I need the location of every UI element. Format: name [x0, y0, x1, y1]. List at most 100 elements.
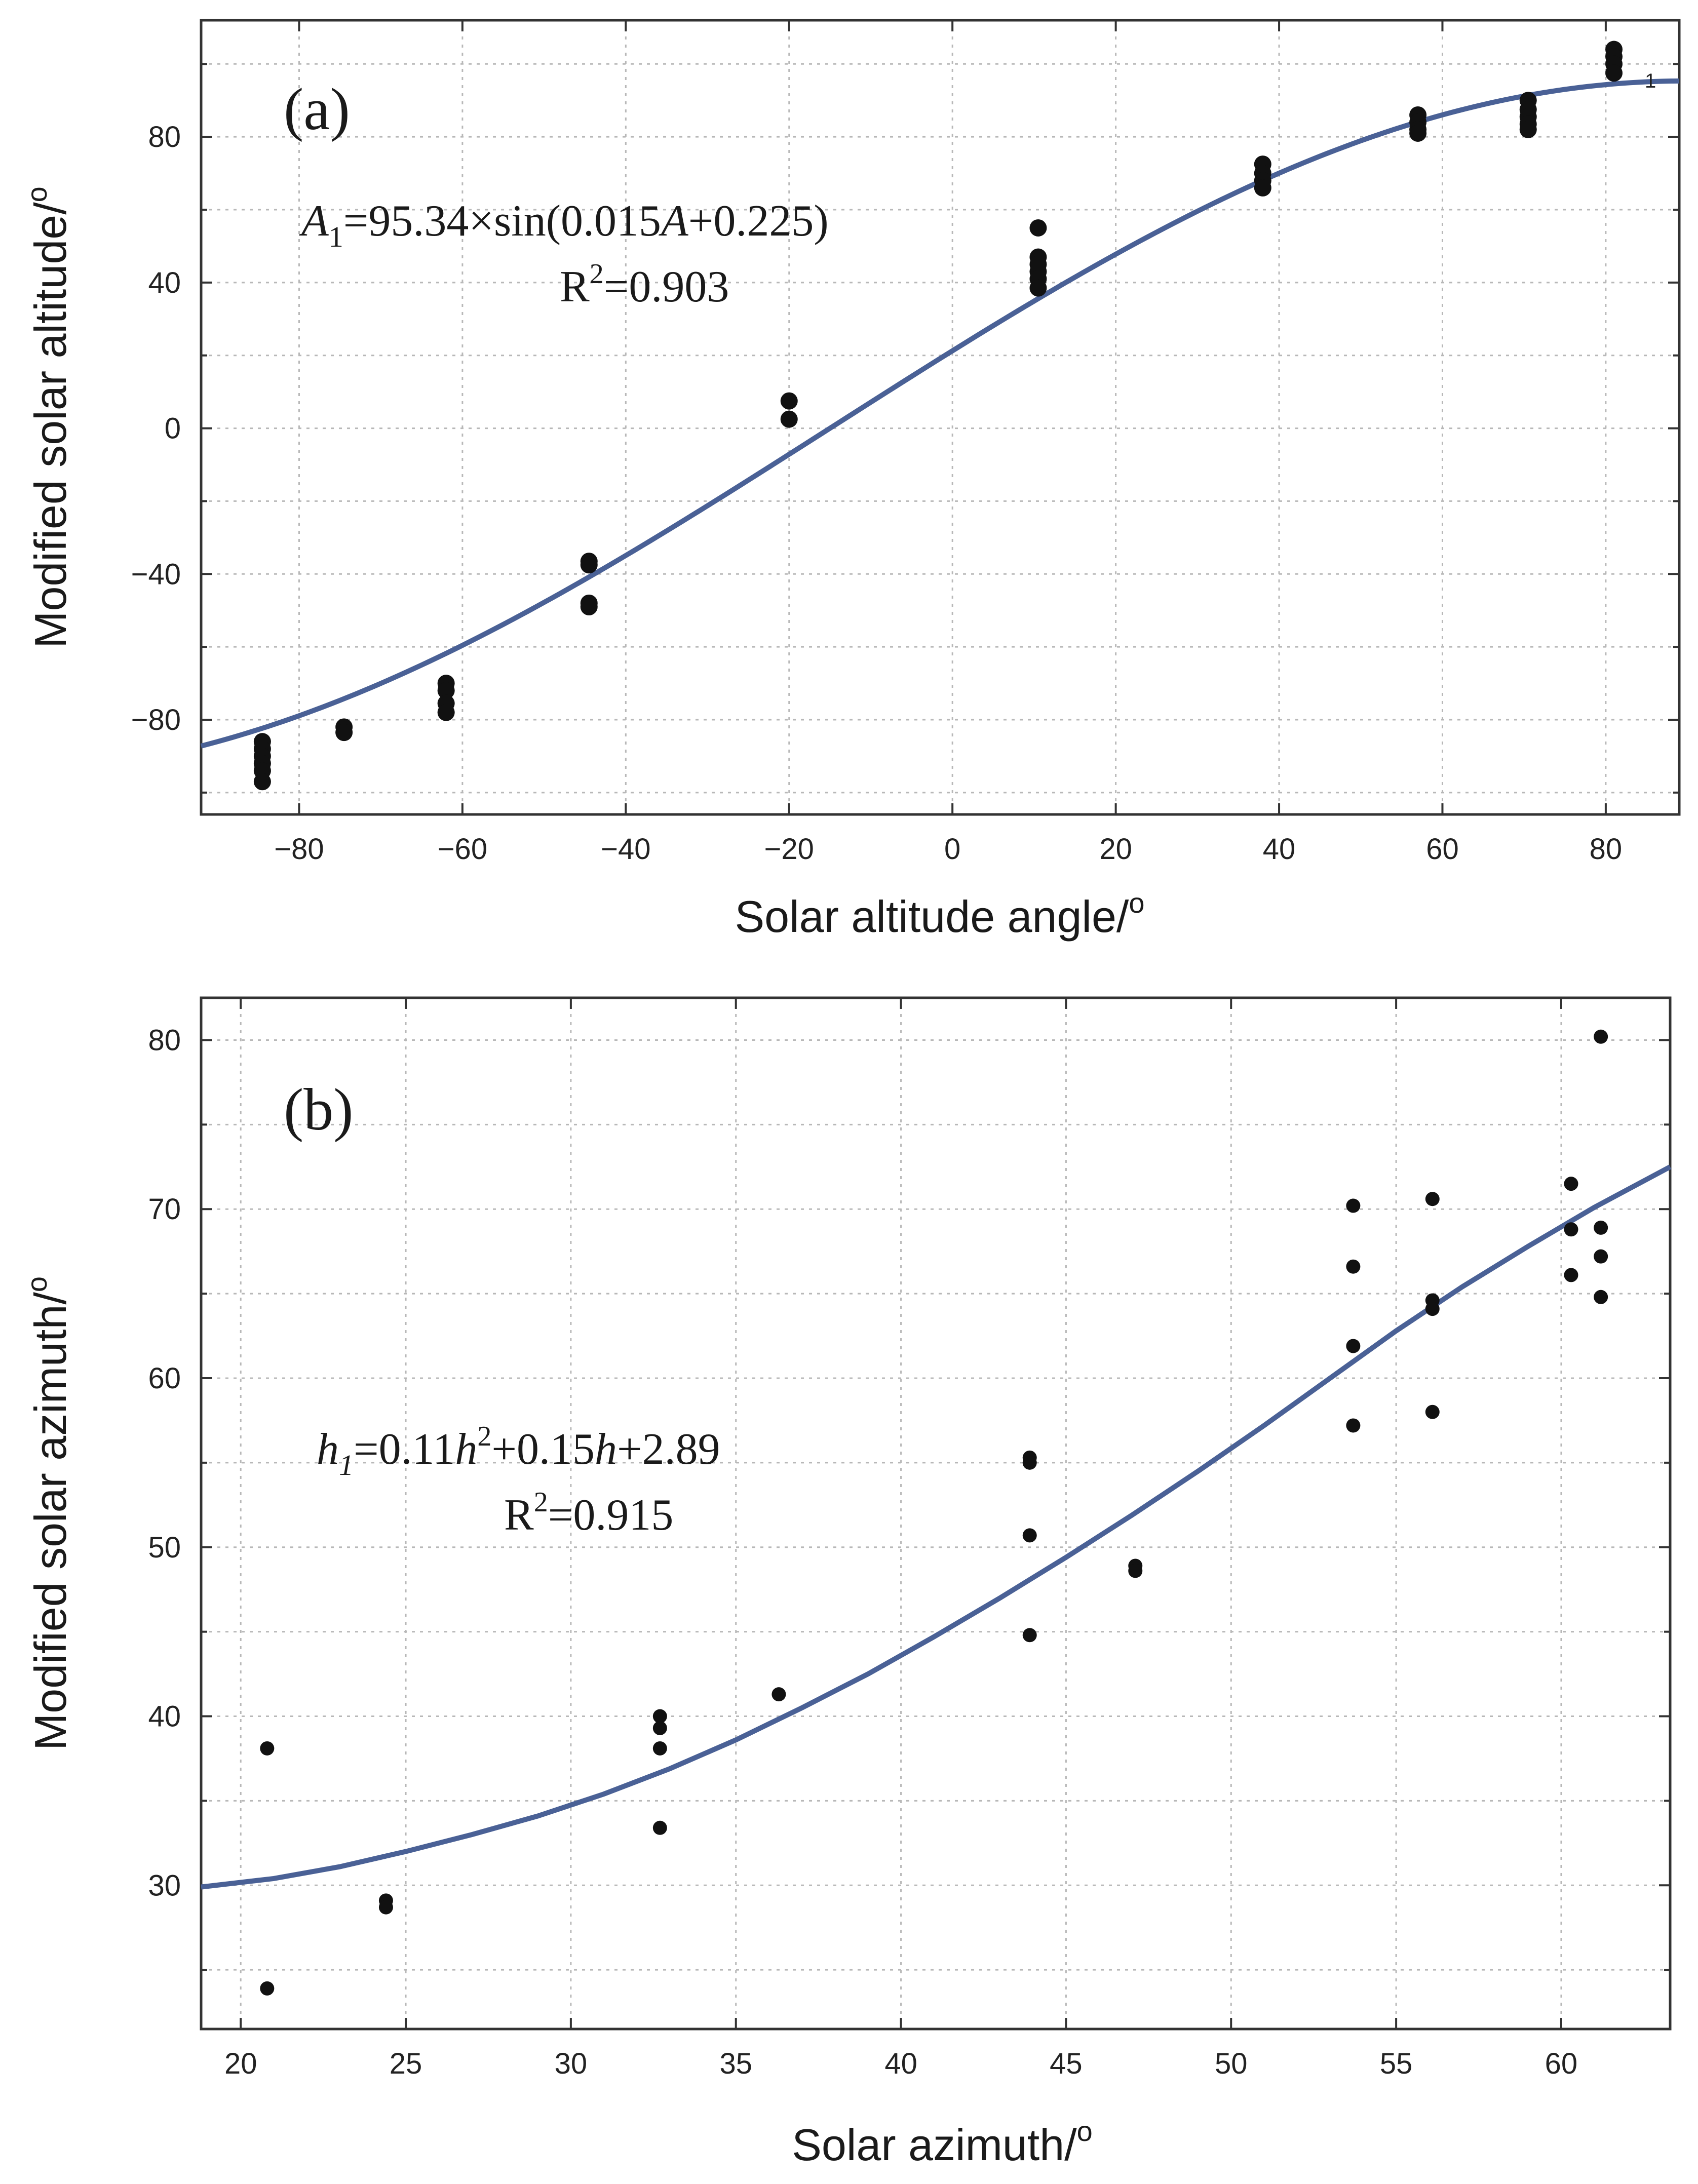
a-x-tick-label: 60 [1426, 833, 1459, 866]
b-data-point [1564, 1268, 1578, 1282]
b-data-point [1128, 1564, 1143, 1578]
b-y-tick-label: 50 [148, 1531, 181, 1564]
b-data-point [1425, 1302, 1440, 1316]
a-x-tick-label: −40 [601, 833, 650, 866]
panel-b-plot-frame [200, 996, 1672, 2031]
b-y-tick-label: 70 [148, 1193, 181, 1226]
panel-a-eq-rhs-post: +0.225) [688, 197, 829, 246]
panel-a-points [253, 41, 1623, 791]
panel-b-ticks [201, 998, 1670, 2029]
a-data-point [1519, 121, 1537, 138]
b-data-point [1022, 1528, 1037, 1543]
panel-a-x-axis-unit: o [1129, 887, 1144, 919]
b-data-point [1425, 1192, 1440, 1206]
panel-a-eq-lhs-sub: 1 [329, 220, 343, 253]
b-y-tick-label: 80 [148, 1024, 181, 1057]
panel-b-y-tick-labels: 30 40 50 60 70 80 [148, 1024, 181, 1902]
a-data-point [1029, 219, 1047, 237]
panel-a-eq-var: A [659, 197, 689, 246]
panel-a-r2: R2=0.903 [560, 258, 729, 311]
a-y-tick-label: 80 [148, 121, 181, 153]
a-x-tick-label: −20 [764, 833, 814, 866]
b-y-tick-label: 60 [148, 1362, 181, 1395]
b-data-point [1346, 1259, 1361, 1274]
b-data-point [1346, 1339, 1361, 1353]
b-x-tick-label: 40 [884, 2047, 917, 2080]
b-data-point [1346, 1418, 1361, 1433]
panel-a-r2-sup: 2 [590, 258, 604, 290]
panel-b-eq-var-b: h [595, 1425, 617, 1474]
b-data-point [1564, 1222, 1578, 1237]
a-data-point [780, 410, 798, 428]
a-data-point [437, 682, 455, 699]
b-x-tick-label: 35 [719, 2047, 752, 2080]
b-data-point [378, 1900, 393, 1915]
a-y-tick-label: 0 [165, 412, 181, 445]
b-x-tick-label: 30 [555, 2047, 588, 2080]
b-data-point [1346, 1198, 1361, 1213]
panel-a-y-axis-label-text: Modified solar altitude/ [25, 202, 75, 648]
panel-b-x-axis-unit: o [1077, 2115, 1093, 2147]
b-x-tick-label: 60 [1545, 2047, 1578, 2080]
a-x-tick-label: 40 [1263, 833, 1296, 866]
panel-b-fit-curve [201, 1164, 1672, 1890]
panel-a-plot-frame [200, 19, 1681, 816]
panel-b-x-tick-labels: 20 25 30 35 40 45 50 55 60 [224, 2047, 1577, 2080]
a-data-point [1605, 64, 1623, 82]
a-data-point [1409, 124, 1427, 142]
panel-b-r2-sup: 2 [534, 1487, 548, 1518]
a-y-tick-label: −40 [131, 558, 181, 591]
a-data-point [437, 704, 455, 721]
panel-a-x-tick-labels: −80 −60 −40 −20 0 20 40 60 80 [274, 833, 1622, 866]
panel-a-r2-base: R [560, 262, 590, 311]
panel-a-equation: A1=95.34×sin(0.015A+0.225) [299, 197, 829, 253]
panel-a-ticks [201, 20, 1679, 814]
a-x-tick-label: 0 [944, 833, 960, 866]
panel-b-eq-sup-a: 2 [477, 1421, 491, 1452]
panel-a-annotation: 1 [1645, 70, 1656, 92]
panel-b-r2-base: R [504, 1491, 534, 1540]
b-y-tick-label: 30 [148, 1869, 181, 1902]
panel-a-x-axis-label: Solar altitude angle/o [735, 887, 1144, 942]
panel-b-x-axis-label-text: Solar azimuth/ [792, 2120, 1077, 2170]
panel-a-fit-curve [200, 78, 1680, 749]
a-y-tick-label: 40 [148, 266, 181, 299]
a-x-tick-label: 20 [1099, 833, 1132, 866]
b-x-tick-label: 20 [224, 2047, 257, 2080]
b-data-point [1594, 1220, 1608, 1235]
b-data-point [1594, 1249, 1608, 1264]
b-data-point [1022, 1628, 1037, 1643]
panel-a-y-axis-unit: o [21, 186, 53, 202]
panel-b-grid [201, 998, 1670, 2029]
panel-b-eq-rhs-c: +2.89 [617, 1425, 720, 1474]
panel-b-r2-val: =0.915 [548, 1491, 674, 1540]
panel-b-equation: h1=0.11h2+0.15h+2.89 [317, 1421, 720, 1481]
panel-a-y-tick-labels: −80 −40 0 40 80 [131, 121, 181, 736]
panel-b-y-axis-label: Modified solar azimuth/o [21, 1276, 75, 1750]
b-data-point [1022, 1455, 1037, 1470]
panel-b-eq-var-a: h [455, 1425, 477, 1474]
a-y-tick-label: −80 [131, 704, 181, 736]
b-data-point [260, 1741, 275, 1756]
a-data-point [1254, 179, 1271, 197]
panel-b-eq-rhs-a: =0.11 [354, 1425, 455, 1474]
panel-b-y-axis-label-text: Modified solar azimuth/ [25, 1292, 75, 1750]
b-data-point [1425, 1405, 1440, 1419]
b-data-point [1564, 1177, 1578, 1191]
b-data-point [260, 1981, 275, 1996]
a-data-point [1029, 279, 1047, 297]
b-x-tick-label: 50 [1215, 2047, 1248, 2080]
a-data-point [580, 556, 598, 574]
a-data-point [780, 392, 798, 410]
a-x-tick-label: −60 [438, 833, 487, 866]
b-x-tick-label: 45 [1050, 2047, 1083, 2080]
b-x-tick-label: 55 [1380, 2047, 1413, 2080]
a-x-tick-label: 80 [1590, 833, 1623, 866]
b-data-point [652, 1820, 667, 1835]
panel-b-x-axis-label: Solar azimuth/o [792, 2115, 1093, 2170]
panel-b-eq-lhs: h [317, 1425, 339, 1474]
b-data-point [652, 1709, 667, 1724]
